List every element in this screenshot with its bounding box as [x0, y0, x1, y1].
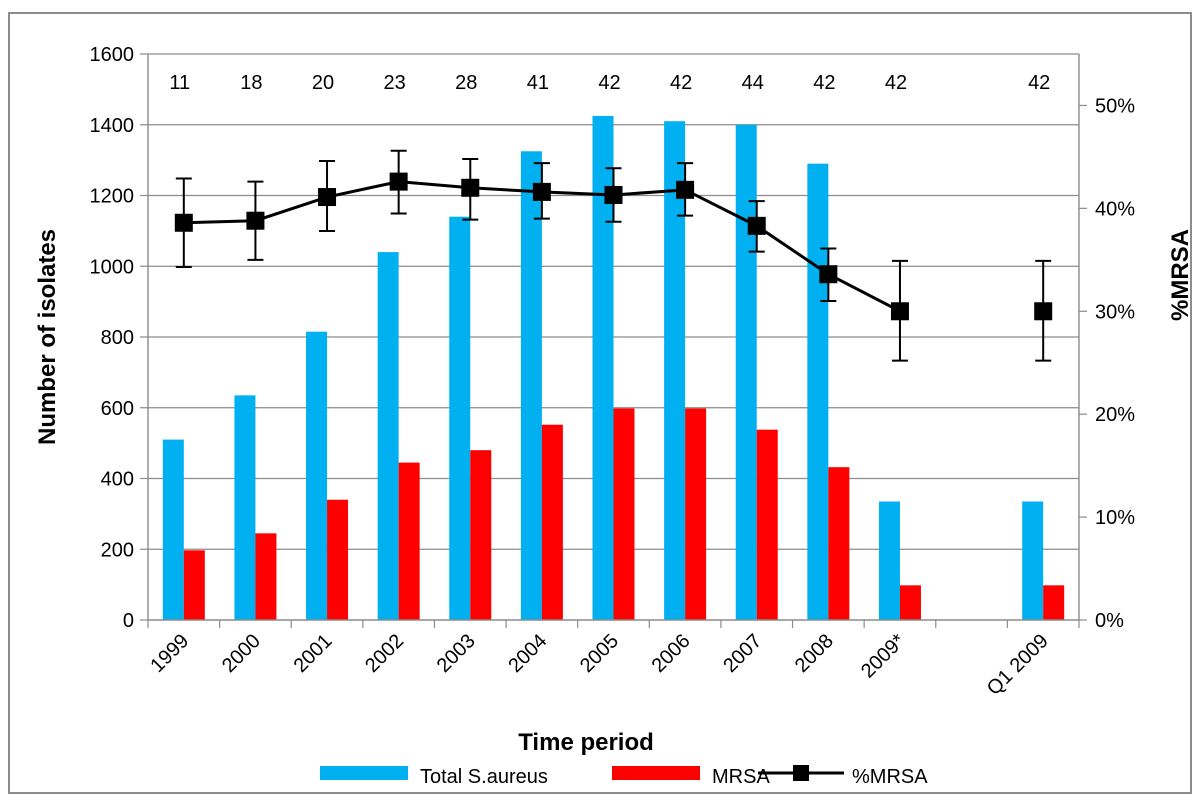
pct-mrsa-marker: [532, 182, 551, 201]
legend-marker-pct: [793, 765, 809, 781]
y2-tick-label: 0%: [1095, 610, 1124, 632]
y-tick-label: 0: [123, 610, 134, 632]
bar-total-s-aureus: [807, 163, 829, 620]
y-axis-title: Number of isolates: [34, 229, 61, 445]
legend-label-total: Total S.aureus: [420, 766, 548, 788]
bar-mrsa: [1043, 585, 1065, 620]
count-label: 42: [670, 72, 692, 94]
bar-mrsa: [685, 408, 707, 620]
bar-total-s-aureus: [735, 124, 757, 620]
count-label: 18: [240, 72, 262, 94]
x-axis-title: Time period: [518, 729, 654, 756]
bar-mrsa: [756, 429, 778, 620]
pct-mrsa-marker: [890, 302, 909, 321]
count-label: 42: [598, 72, 620, 94]
x-tick-label: 1999: [146, 630, 193, 677]
bar-mrsa: [828, 467, 850, 620]
count-label: 41: [527, 72, 549, 94]
y2-tick-label: 10%: [1095, 507, 1135, 529]
bar-mrsa: [899, 585, 921, 620]
y2-tick-label: 50%: [1095, 95, 1135, 117]
bar-mrsa: [613, 408, 635, 620]
bar-mrsa: [255, 533, 277, 620]
bar-total-s-aureus: [234, 395, 256, 620]
pct-mrsa-marker: [389, 172, 408, 191]
count-label: 42: [885, 72, 907, 94]
bar-total-s-aureus: [449, 216, 471, 620]
pct-mrsa-marker: [1034, 302, 1053, 321]
y-tick-label: 200: [101, 539, 134, 561]
y-tick-label: 1600: [90, 44, 135, 66]
bar-total-s-aureus: [162, 439, 184, 620]
pct-mrsa-marker: [174, 213, 193, 232]
bar-total-s-aureus: [377, 252, 399, 620]
legend-label-mrsa: MRSA: [712, 766, 770, 788]
y2-tick-label: 40%: [1095, 198, 1135, 220]
x-tick-label: 2000: [218, 630, 265, 677]
pct-mrsa-marker: [318, 188, 337, 207]
x-tick-label: 2009*: [857, 630, 910, 683]
pct-mrsa-marker: [747, 216, 766, 235]
pct-mrsa-marker: [461, 178, 480, 197]
bar-total-s-aureus: [520, 151, 542, 620]
y-tick-label: 1400: [90, 115, 135, 137]
bar-mrsa: [183, 550, 205, 620]
y-tick-label: 800: [101, 327, 134, 349]
bar-mrsa: [398, 462, 420, 620]
x-tick-label: 2003: [433, 630, 480, 677]
legend-swatch-total: [320, 766, 408, 780]
x-tick-label: 2007: [719, 630, 766, 677]
bar-mrsa: [541, 424, 563, 620]
x-tick-label: 2004: [504, 630, 551, 677]
count-label: 11: [169, 72, 190, 94]
y2-tick-label: 30%: [1095, 301, 1135, 323]
count-label: 42: [1028, 72, 1050, 94]
x-tick-label: 2008: [791, 630, 838, 677]
legend: Total S.aureus MRSA %MRSA: [320, 765, 928, 788]
x-tick-label: 2005: [576, 630, 623, 677]
count-label: 20: [312, 72, 334, 94]
x-tick-label: 2002: [361, 630, 408, 677]
legend-swatch-mrsa: [612, 766, 700, 780]
bars-layer: [162, 115, 1065, 621]
y-tick-label: 1000: [90, 256, 135, 278]
legend-label-pct: %MRSA: [852, 766, 928, 788]
bar-total-s-aureus: [1022, 501, 1044, 620]
count-label: 42: [813, 72, 835, 94]
pct-mrsa-marker: [676, 180, 695, 199]
count-label: 44: [742, 72, 764, 94]
bar-total-s-aureus: [592, 115, 614, 620]
pct-mrsa-marker: [246, 211, 265, 230]
line-layer: [174, 149, 1053, 362]
x-tick-label: Q1 2009: [983, 630, 1053, 700]
x-tick-label: 2001: [290, 630, 337, 677]
bar-mrsa: [327, 499, 349, 620]
count-label: 23: [384, 72, 406, 94]
y2-axis-title: %MRSA: [1167, 229, 1194, 321]
count-label: 28: [455, 72, 477, 94]
bar-mrsa: [470, 450, 492, 620]
bar-total-s-aureus: [306, 331, 328, 620]
pct-mrsa-marker: [819, 265, 838, 284]
x-tick-label: 2006: [648, 630, 695, 677]
y-tick-label: 400: [101, 469, 134, 491]
pct-mrsa-marker: [604, 185, 623, 204]
bar-total-s-aureus: [664, 121, 686, 621]
axes-layer: [140, 53, 1087, 628]
y-tick-label: 600: [101, 398, 134, 420]
bar-total-s-aureus: [878, 501, 900, 620]
y-tick-label: 1200: [90, 186, 135, 208]
y2-tick-label: 20%: [1095, 404, 1135, 426]
